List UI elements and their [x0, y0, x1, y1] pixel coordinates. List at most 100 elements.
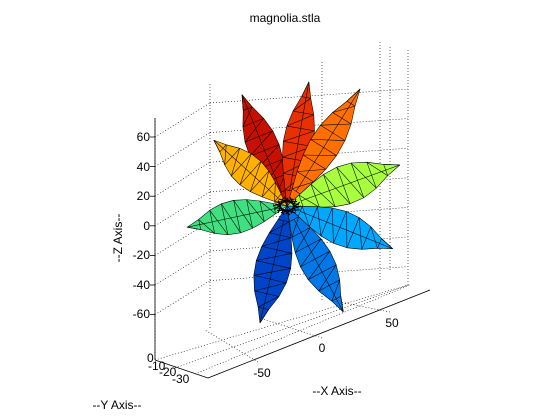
mesh-edge	[199, 221, 213, 225]
y-tick-labels: 0 -10 -20 -30	[147, 351, 190, 386]
mesh-edge	[332, 208, 334, 244]
mesh-edge	[336, 167, 365, 198]
mesh-edge	[254, 282, 287, 292]
grid-line	[329, 299, 391, 313]
mesh-edge	[246, 199, 265, 222]
mesh-edge	[323, 132, 333, 148]
mesh-edge	[307, 245, 316, 260]
mesh-edge	[352, 232, 367, 239]
mesh-edge	[264, 150, 271, 165]
mesh-edge	[320, 123, 352, 126]
mesh-edge	[332, 112, 352, 125]
z-tick-label: 60	[137, 130, 151, 144]
mesh-edge	[381, 238, 393, 249]
mesh-edge	[314, 258, 323, 273]
mesh-edge	[289, 197, 297, 212]
mesh-edge	[231, 148, 240, 177]
z-tick-label: 40	[137, 160, 151, 174]
x-tick-label: -50	[253, 366, 271, 380]
mesh-edge	[310, 184, 336, 207]
mesh-edge	[274, 182, 276, 202]
mesh-edge	[383, 164, 400, 166]
mesh-edge	[250, 161, 262, 192]
mesh-edge	[294, 143, 299, 160]
mesh-edge	[233, 200, 253, 229]
mesh-edge	[241, 94, 244, 111]
mesh-edge	[263, 293, 268, 309]
mesh-edge	[278, 219, 290, 223]
mesh-edge	[379, 243, 393, 249]
petal	[286, 205, 344, 313]
mesh-edge	[385, 164, 400, 171]
mesh-edge	[301, 195, 316, 202]
mesh-edge	[277, 198, 284, 214]
mesh-edge	[242, 106, 253, 127]
x-tick-label: 0	[319, 341, 326, 355]
mesh-edge	[266, 279, 271, 294]
mesh-edge	[273, 249, 278, 265]
mesh-edge	[198, 219, 215, 234]
z-tick-labels: 60 40 20 0 -20 -40 -60	[133, 130, 151, 321]
mesh-edge	[261, 170, 270, 197]
grid-line	[204, 329, 259, 363]
mesh-edge	[261, 237, 292, 247]
mesh-edge	[339, 227, 354, 233]
mesh-edge	[291, 216, 299, 238]
petal	[213, 139, 288, 207]
mesh-edge	[247, 108, 254, 123]
mesh-edge	[290, 198, 297, 214]
mesh-edge	[343, 180, 358, 186]
mesh-edge	[336, 298, 344, 313]
mesh-edge	[323, 174, 351, 204]
mesh-edge	[357, 174, 372, 181]
mesh-edge	[326, 221, 340, 228]
mesh-edge	[341, 103, 352, 119]
mesh-edge	[289, 174, 293, 191]
mesh-edge	[231, 156, 242, 166]
grid-line	[194, 284, 411, 375]
mesh-edge	[332, 118, 343, 134]
mesh-edge	[332, 105, 356, 113]
mesh-edge	[241, 94, 248, 109]
mesh-edge	[283, 196, 299, 209]
mesh-edge	[276, 235, 281, 250]
mesh-edge	[277, 200, 285, 215]
mesh-edge	[294, 227, 311, 253]
mesh-edge	[286, 114, 314, 127]
mesh-edge	[277, 209, 300, 212]
mesh-edge	[269, 221, 290, 233]
mesh-edge	[377, 238, 382, 249]
z-tick-label: -20	[133, 248, 151, 262]
flower-center	[272, 196, 302, 216]
mesh-edge	[313, 216, 327, 223]
mesh-edge	[303, 154, 337, 156]
mesh-edge	[257, 296, 280, 308]
mesh-edge	[298, 194, 320, 208]
magnolia-mesh	[186, 81, 401, 324]
mesh-edge	[253, 122, 260, 137]
mesh-edge	[269, 164, 277, 179]
mesh-edge	[249, 211, 263, 215]
mesh-edge	[331, 296, 341, 302]
mesh-edge	[300, 250, 331, 268]
z-axis-label: --Z Axis--	[111, 214, 125, 263]
mesh-edge	[187, 224, 200, 228]
mesh-edge	[301, 206, 310, 227]
mesh-edge	[321, 272, 330, 286]
mesh-edge	[213, 140, 221, 153]
mesh-edge	[224, 216, 238, 220]
grid-line	[154, 102, 211, 138]
z-tick-label: 20	[137, 189, 151, 203]
mesh-edge	[345, 211, 348, 248]
mesh-edge	[187, 226, 201, 230]
x-axis-label: --X Axis--	[312, 384, 361, 398]
mesh-edge	[300, 112, 304, 129]
mesh-edge	[292, 97, 311, 112]
mesh-edge	[212, 218, 225, 223]
mesh-edge	[209, 210, 229, 235]
mesh-edge	[278, 198, 300, 206]
mesh-edge	[275, 178, 282, 193]
mesh-edge	[285, 201, 301, 215]
mesh-edge	[279, 220, 284, 236]
mesh-edge	[310, 139, 346, 141]
